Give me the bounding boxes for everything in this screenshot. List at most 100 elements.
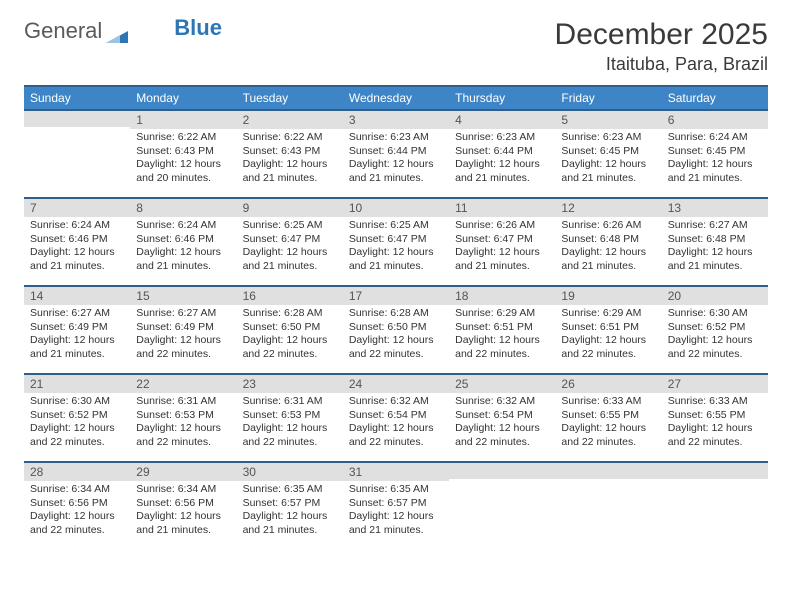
daylight-text: Daylight: 12 hours and 21 minutes.	[243, 158, 337, 185]
daylight-text: Daylight: 12 hours and 22 minutes.	[455, 334, 549, 361]
weekday-header: Sunday	[24, 86, 130, 109]
day-content: Sunrise: 6:31 AMSunset: 6:53 PMDaylight:…	[237, 393, 343, 456]
calendar-day-cell: 22Sunrise: 6:31 AMSunset: 6:53 PMDayligh…	[130, 373, 236, 461]
day-content: Sunrise: 6:32 AMSunset: 6:54 PMDaylight:…	[343, 393, 449, 456]
day-number	[555, 461, 661, 479]
daylight-text: Daylight: 12 hours and 21 minutes.	[668, 158, 762, 185]
day-content: Sunrise: 6:33 AMSunset: 6:55 PMDaylight:…	[555, 393, 661, 456]
calendar-day-cell: 1Sunrise: 6:22 AMSunset: 6:43 PMDaylight…	[130, 109, 236, 197]
day-content: Sunrise: 6:28 AMSunset: 6:50 PMDaylight:…	[343, 305, 449, 368]
sunrise-text: Sunrise: 6:35 AM	[243, 483, 337, 497]
sunrise-text: Sunrise: 6:31 AM	[243, 395, 337, 409]
sunrise-text: Sunrise: 6:24 AM	[668, 131, 762, 145]
weekday-header-row: Sunday Monday Tuesday Wednesday Thursday…	[24, 86, 768, 109]
calendar-day-cell: 15Sunrise: 6:27 AMSunset: 6:49 PMDayligh…	[130, 285, 236, 373]
calendar-day-cell: 8Sunrise: 6:24 AMSunset: 6:46 PMDaylight…	[130, 197, 236, 285]
daylight-text: Daylight: 12 hours and 21 minutes.	[561, 158, 655, 185]
day-number: 10	[343, 197, 449, 217]
day-content: Sunrise: 6:35 AMSunset: 6:57 PMDaylight:…	[237, 481, 343, 544]
daylight-text: Daylight: 12 hours and 22 minutes.	[349, 334, 443, 361]
calendar-day-cell: 3Sunrise: 6:23 AMSunset: 6:44 PMDaylight…	[343, 109, 449, 197]
daylight-text: Daylight: 12 hours and 22 minutes.	[136, 334, 230, 361]
daylight-text: Daylight: 12 hours and 22 minutes.	[561, 334, 655, 361]
sunset-text: Sunset: 6:45 PM	[668, 145, 762, 159]
weekday-header: Saturday	[662, 86, 768, 109]
title-block: December 2025 Itaituba, Para, Brazil	[555, 18, 768, 75]
day-number	[24, 109, 130, 127]
day-content	[555, 479, 661, 487]
sunset-text: Sunset: 6:49 PM	[136, 321, 230, 335]
month-title: December 2025	[555, 18, 768, 52]
day-content: Sunrise: 6:22 AMSunset: 6:43 PMDaylight:…	[130, 129, 236, 192]
sunset-text: Sunset: 6:56 PM	[30, 497, 124, 511]
sunset-text: Sunset: 6:52 PM	[668, 321, 762, 335]
daylight-text: Daylight: 12 hours and 22 minutes.	[561, 422, 655, 449]
daylight-text: Daylight: 12 hours and 21 minutes.	[455, 158, 549, 185]
calendar-day-cell	[24, 109, 130, 197]
day-content: Sunrise: 6:30 AMSunset: 6:52 PMDaylight:…	[24, 393, 130, 456]
calendar-day-cell: 20Sunrise: 6:30 AMSunset: 6:52 PMDayligh…	[662, 285, 768, 373]
calendar-week-row: 14Sunrise: 6:27 AMSunset: 6:49 PMDayligh…	[24, 285, 768, 373]
sunrise-text: Sunrise: 6:28 AM	[349, 307, 443, 321]
day-content: Sunrise: 6:27 AMSunset: 6:49 PMDaylight:…	[24, 305, 130, 368]
sunrise-text: Sunrise: 6:34 AM	[30, 483, 124, 497]
daylight-text: Daylight: 12 hours and 22 minutes.	[243, 422, 337, 449]
calendar-day-cell: 19Sunrise: 6:29 AMSunset: 6:51 PMDayligh…	[555, 285, 661, 373]
day-number: 2	[237, 109, 343, 129]
day-content: Sunrise: 6:24 AMSunset: 6:46 PMDaylight:…	[24, 217, 130, 280]
calendar-day-cell: 31Sunrise: 6:35 AMSunset: 6:57 PMDayligh…	[343, 461, 449, 549]
daylight-text: Daylight: 12 hours and 21 minutes.	[455, 246, 549, 273]
daylight-text: Daylight: 12 hours and 22 minutes.	[136, 422, 230, 449]
sunrise-text: Sunrise: 6:30 AM	[668, 307, 762, 321]
sunrise-text: Sunrise: 6:23 AM	[455, 131, 549, 145]
day-number: 4	[449, 109, 555, 129]
calendar-day-cell: 17Sunrise: 6:28 AMSunset: 6:50 PMDayligh…	[343, 285, 449, 373]
calendar-day-cell: 4Sunrise: 6:23 AMSunset: 6:44 PMDaylight…	[449, 109, 555, 197]
sunrise-text: Sunrise: 6:24 AM	[30, 219, 124, 233]
calendar-day-cell: 13Sunrise: 6:27 AMSunset: 6:48 PMDayligh…	[662, 197, 768, 285]
calendar-day-cell: 5Sunrise: 6:23 AMSunset: 6:45 PMDaylight…	[555, 109, 661, 197]
day-content: Sunrise: 6:35 AMSunset: 6:57 PMDaylight:…	[343, 481, 449, 544]
day-number: 6	[662, 109, 768, 129]
calendar-day-cell: 6 Sunrise: 6:24 AMSunset: 6:45 PMDaylight…	[662, 109, 768, 197]
day-content: Sunrise: 6:30 AMSunset: 6:52 PMDaylight:…	[662, 305, 768, 368]
day-content: Sunrise: 6:34 AMSunset: 6:56 PMDaylight:…	[24, 481, 130, 544]
daylight-text: Daylight: 12 hours and 22 minutes.	[455, 422, 549, 449]
day-content	[449, 479, 555, 487]
day-number: 27	[662, 373, 768, 393]
sunset-text: Sunset: 6:44 PM	[455, 145, 549, 159]
daylight-text: Daylight: 12 hours and 21 minutes.	[668, 246, 762, 273]
daylight-text: Daylight: 12 hours and 22 minutes.	[349, 422, 443, 449]
sunset-text: Sunset: 6:54 PM	[349, 409, 443, 423]
daylight-text: Daylight: 12 hours and 21 minutes.	[136, 510, 230, 537]
sunset-text: Sunset: 6:57 PM	[243, 497, 337, 511]
header: General Blue December 2025 Itaituba, Par…	[24, 18, 768, 75]
day-number: 31	[343, 461, 449, 481]
calendar-day-cell: 14Sunrise: 6:27 AMSunset: 6:49 PMDayligh…	[24, 285, 130, 373]
day-content: Sunrise: 6:23 AMSunset: 6:44 PMDaylight:…	[449, 129, 555, 192]
day-content: Sunrise: 6:33 AMSunset: 6:55 PMDaylight:…	[662, 393, 768, 456]
calendar-day-cell: 16Sunrise: 6:28 AMSunset: 6:50 PMDayligh…	[237, 285, 343, 373]
day-number: 7	[24, 197, 130, 217]
day-number: 9	[237, 197, 343, 217]
sunrise-text: Sunrise: 6:32 AM	[455, 395, 549, 409]
sunrise-text: Sunrise: 6:34 AM	[136, 483, 230, 497]
sunset-text: Sunset: 6:57 PM	[349, 497, 443, 511]
sunrise-text: Sunrise: 6:31 AM	[136, 395, 230, 409]
sunrise-text: Sunrise: 6:28 AM	[243, 307, 337, 321]
day-content: Sunrise: 6:31 AMSunset: 6:53 PMDaylight:…	[130, 393, 236, 456]
day-number	[662, 461, 768, 479]
sunset-text: Sunset: 6:52 PM	[30, 409, 124, 423]
calendar-table: Sunday Monday Tuesday Wednesday Thursday…	[24, 85, 768, 549]
day-number: 8	[130, 197, 236, 217]
sunset-text: Sunset: 6:56 PM	[136, 497, 230, 511]
sunrise-text: Sunrise: 6:23 AM	[349, 131, 443, 145]
daylight-text: Daylight: 12 hours and 21 minutes.	[561, 246, 655, 273]
logo-text-blue: Blue	[174, 15, 222, 41]
day-number: 1	[130, 109, 236, 129]
day-number: 20	[662, 285, 768, 305]
day-number: 12	[555, 197, 661, 217]
day-content: Sunrise: 6:25 AMSunset: 6:47 PMDaylight:…	[237, 217, 343, 280]
sunset-text: Sunset: 6:51 PM	[455, 321, 549, 335]
sunrise-text: Sunrise: 6:26 AM	[455, 219, 549, 233]
